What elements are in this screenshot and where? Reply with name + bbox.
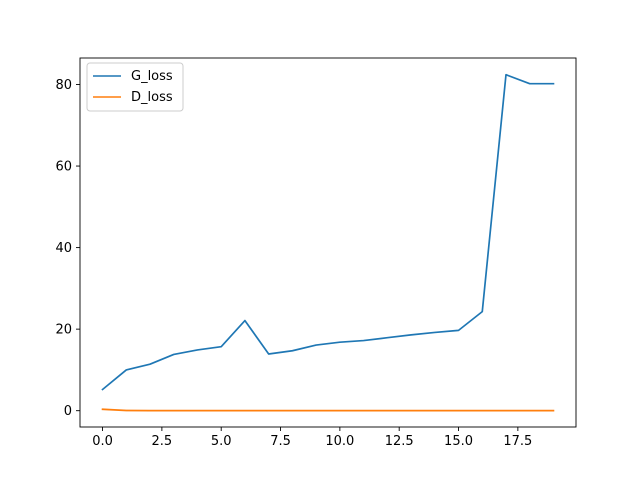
legend-label-d-loss: D_loss: [131, 90, 173, 105]
x-tick-label: 15.0: [444, 434, 473, 449]
legend-frame: [86, 62, 184, 112]
x-tick-label: 2.5: [152, 434, 173, 449]
y-tick-label: 40: [55, 241, 72, 256]
legend-label-g-loss: G_loss: [131, 69, 173, 84]
y-tick-label: 80: [55, 78, 72, 93]
x-tick-label: 0.0: [92, 434, 113, 449]
x-tick-label: 5.0: [211, 434, 232, 449]
x-tick-label: 12.5: [385, 434, 414, 449]
y-tick-label: 60: [55, 160, 72, 175]
series-line-g-loss: [101, 73, 555, 391]
series-line-d-loss: [101, 408, 555, 412]
series-group: [101, 73, 555, 412]
y-tick-label: 0: [64, 404, 72, 419]
x-tick-label: 7.5: [270, 434, 291, 449]
x-tick-label: 17.5: [503, 434, 532, 449]
y-tick-label: 20: [55, 323, 72, 338]
axes-group: 0.0 2.5 5.0 7.5 10.0 12.5 15.0 17.5 0 20 40 60 80: [55, 57, 577, 449]
legend: G_loss D_loss: [86, 62, 184, 112]
x-tick-label: 10.0: [325, 434, 354, 449]
axes-frame: [79, 57, 577, 428]
